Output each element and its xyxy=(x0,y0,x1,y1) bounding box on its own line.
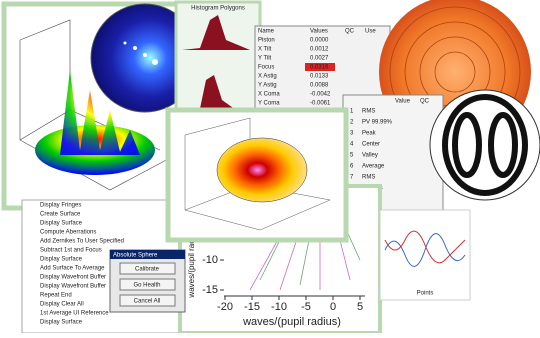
step[interactable]: Add Surface To Average xyxy=(40,266,105,272)
step[interactable]: Compute Aberrations xyxy=(40,230,96,236)
cell: Average xyxy=(362,164,385,170)
cell: Focus xyxy=(258,65,274,71)
cell: 0.0088 xyxy=(310,83,329,89)
cell: X Tilt xyxy=(258,47,272,53)
column-header: QC xyxy=(420,99,430,105)
x-tick-label: 5 xyxy=(357,301,363,313)
cell: 0.0012 xyxy=(310,47,329,53)
y-axis-label: waves/(pupil radius) xyxy=(187,226,196,298)
step[interactable]: Display Clear All xyxy=(40,302,84,308)
y-tick-label: -15 xyxy=(202,284,218,296)
cell: 2 xyxy=(350,120,354,126)
step[interactable]: Create Surface xyxy=(40,212,81,218)
step[interactable]: Repeat End xyxy=(40,293,72,299)
fringes xyxy=(442,94,528,196)
column-header: Name xyxy=(258,29,275,35)
trace xyxy=(384,230,466,264)
cell: 0.0316 xyxy=(310,65,329,71)
x-tick-label: -10 xyxy=(271,301,287,313)
x-axis-label: waves/(pupil radius) xyxy=(242,316,341,328)
row-highlight xyxy=(305,63,335,71)
cell: RMS xyxy=(362,175,375,181)
cell: X Coma xyxy=(258,92,280,98)
x-tick-label: 0 xyxy=(330,301,336,313)
cell: Piston xyxy=(258,38,275,44)
cell: 5 xyxy=(350,153,354,159)
cell: 1 xyxy=(350,109,354,115)
histogram xyxy=(182,15,250,50)
button[interactable] xyxy=(119,278,176,291)
step[interactable]: Display Surface xyxy=(40,221,83,227)
cell: X Astig xyxy=(258,74,277,80)
cell: PV 99.99% xyxy=(362,120,393,126)
cell: 3 xyxy=(350,131,354,137)
trace xyxy=(384,233,466,267)
cell: Center xyxy=(362,142,380,148)
column-header: Value xyxy=(395,99,411,105)
cell: Y Coma xyxy=(258,101,280,107)
peaks xyxy=(60,70,140,155)
button-label[interactable]: Calibrate xyxy=(135,267,160,273)
title-bar xyxy=(110,250,185,259)
step[interactable]: Subtract 1st and Focus xyxy=(40,248,102,254)
spots xyxy=(123,41,158,65)
button[interactable] xyxy=(119,294,176,307)
cell: -0.0061 xyxy=(310,101,331,107)
step[interactable]: Display Fringes xyxy=(40,203,81,209)
cell: 6 xyxy=(350,164,354,170)
column-header: QC xyxy=(345,29,355,35)
fringe-pattern xyxy=(429,89,540,201)
cell: 0.0000 xyxy=(310,38,329,44)
cell: -0.0042 xyxy=(310,92,331,98)
step[interactable]: Display Surface xyxy=(40,320,83,326)
x-tick-label: -5 xyxy=(301,301,311,313)
cell: 7 xyxy=(350,175,354,181)
button-label[interactable]: Cancel All xyxy=(134,299,161,305)
y-tick-label: -10 xyxy=(202,254,218,266)
cell: Peak xyxy=(362,131,377,137)
cell: RMS xyxy=(362,109,375,115)
step[interactable]: Add Zernikes To User Specified xyxy=(40,239,124,245)
surface xyxy=(216,137,308,203)
axis-label: Points xyxy=(417,291,434,297)
column-header: Values xyxy=(310,29,328,35)
column-header: Use xyxy=(365,29,376,35)
button[interactable] xyxy=(119,262,176,275)
cell: Valley xyxy=(362,153,378,159)
cell: Y Tilt xyxy=(258,56,272,62)
cell: 0.0133 xyxy=(310,74,329,80)
step[interactable]: Display Surface xyxy=(40,257,83,263)
dialog-title: Absolute Sphere xyxy=(113,253,158,259)
x-tick-label: -15 xyxy=(244,301,260,313)
panel-title: Histogram Polygons xyxy=(191,6,245,12)
cell: Y Astig xyxy=(258,83,277,89)
cell: 4 xyxy=(350,142,354,148)
step[interactable]: 1st Average UI Reference xyxy=(40,311,109,317)
step[interactable]: Display Wavefront Buffer xyxy=(40,284,106,290)
panel xyxy=(379,209,471,301)
cell: 0.0027 xyxy=(310,56,329,62)
button-label[interactable]: Go Health xyxy=(133,283,160,289)
x-tick-label: -20 xyxy=(217,301,233,313)
step[interactable]: Display Wavefront Buffer xyxy=(40,275,106,281)
